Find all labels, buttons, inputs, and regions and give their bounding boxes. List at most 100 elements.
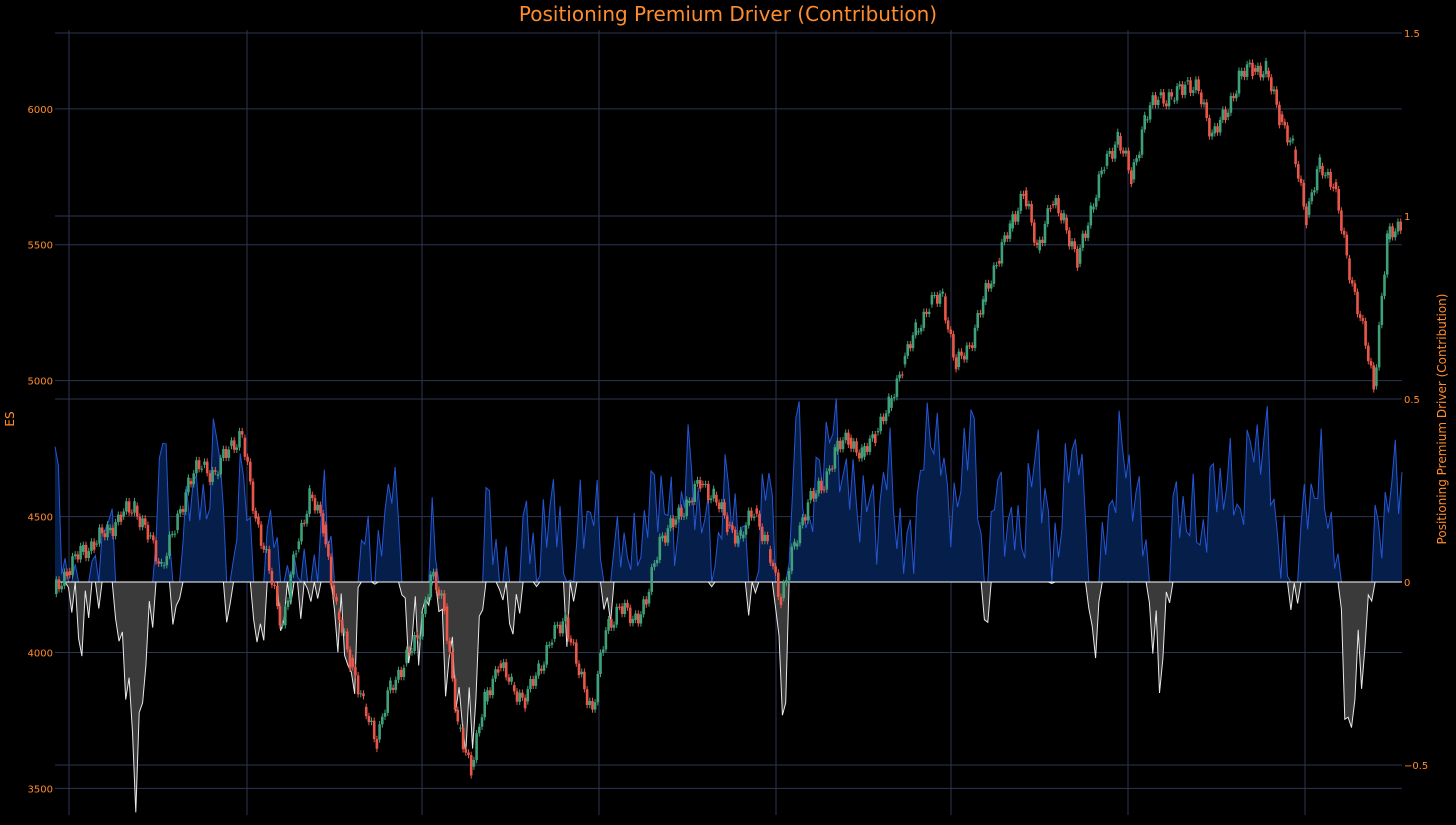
candle-body xyxy=(839,440,842,450)
candle-body xyxy=(930,295,934,305)
candle-body xyxy=(1057,198,1060,214)
candle-body xyxy=(1383,274,1386,296)
candle-body xyxy=(987,283,990,289)
candle-body xyxy=(863,446,866,457)
candle-body xyxy=(1218,119,1222,133)
candle-body xyxy=(1385,233,1389,275)
candle-body xyxy=(857,452,861,459)
candle-body xyxy=(790,546,794,571)
candle-body xyxy=(1340,210,1343,231)
candle-body xyxy=(208,473,212,482)
candle-body xyxy=(575,642,578,664)
candle-body xyxy=(669,518,672,529)
candle-body xyxy=(138,516,142,528)
candle-body xyxy=(254,510,257,519)
candle-body xyxy=(472,760,476,767)
candle-body xyxy=(399,669,403,677)
candle-body xyxy=(615,606,618,625)
candle-body xyxy=(548,644,551,646)
right-axis-label: Positioning Premium Driver (Contribution… xyxy=(1435,294,1449,545)
candle-body xyxy=(381,716,384,725)
candle-body xyxy=(424,599,427,614)
candle-body xyxy=(685,499,688,517)
candle-body xyxy=(515,691,519,702)
candle-body xyxy=(1342,230,1346,235)
candle-body xyxy=(222,449,225,458)
candle-body xyxy=(281,623,284,626)
candle-body xyxy=(1396,221,1400,232)
candle-body xyxy=(742,534,745,539)
candle-body xyxy=(270,570,274,585)
candle-body xyxy=(192,473,195,485)
candle-body xyxy=(316,504,319,511)
candle-body xyxy=(1054,198,1058,206)
candle-body xyxy=(828,468,831,472)
candle-body xyxy=(257,516,260,525)
candle-body xyxy=(125,501,128,512)
candle-body xyxy=(170,534,174,536)
candle-body xyxy=(329,556,333,586)
right-tick-label: 1 xyxy=(1404,212,1410,223)
candle-body xyxy=(286,600,290,607)
candle-body xyxy=(1065,217,1068,231)
candle-body xyxy=(513,685,516,692)
candle-body xyxy=(957,351,961,367)
candle-body xyxy=(895,378,899,398)
candle-body xyxy=(1240,70,1243,77)
candle-body xyxy=(1151,95,1155,106)
candle-body xyxy=(1076,249,1079,268)
candle-body xyxy=(1210,132,1214,137)
candle-body xyxy=(327,544,330,557)
candle-body xyxy=(836,440,839,452)
candle-body xyxy=(847,432,850,445)
candle-body xyxy=(351,657,354,667)
candle-body xyxy=(771,562,775,567)
candle-body xyxy=(1243,70,1246,77)
candle-body xyxy=(698,480,702,489)
candle-body xyxy=(480,717,484,727)
candle-body xyxy=(1391,226,1394,238)
candle-body xyxy=(979,313,982,315)
candle-body xyxy=(704,483,707,485)
candle-body xyxy=(152,535,155,541)
candle-body xyxy=(108,527,112,531)
candle-body xyxy=(100,527,104,534)
candle-body xyxy=(766,535,769,542)
candle-body xyxy=(653,563,656,568)
candle-body xyxy=(1305,206,1308,226)
candle-body xyxy=(580,671,583,675)
candle-body xyxy=(146,524,150,540)
candle-body xyxy=(1388,226,1392,240)
candle-body xyxy=(906,344,909,356)
candle-body xyxy=(459,727,462,729)
candle-body xyxy=(642,599,645,615)
candle-body xyxy=(149,535,152,537)
candle-body xyxy=(1041,239,1044,243)
candle-body xyxy=(79,546,82,560)
candle-body xyxy=(1100,170,1103,175)
candle-body xyxy=(1216,126,1219,133)
candle-body xyxy=(486,690,489,702)
candle-body xyxy=(1051,204,1055,206)
candle-body xyxy=(313,498,317,511)
candle-body xyxy=(389,680,392,691)
candle-body xyxy=(793,541,796,547)
candle-body xyxy=(1181,84,1184,95)
candle-body xyxy=(265,549,268,551)
candle-body xyxy=(755,508,759,514)
candle-body xyxy=(542,664,546,671)
candle-body xyxy=(165,555,169,566)
candle-body xyxy=(332,585,336,597)
candle-body xyxy=(133,501,136,513)
candle-body xyxy=(76,554,80,560)
candle-body xyxy=(898,374,901,379)
candle-body xyxy=(1094,197,1098,207)
candle-body xyxy=(661,535,664,539)
candle-body xyxy=(1006,235,1009,239)
candle-body xyxy=(855,441,858,453)
right-tick-label: 1.5 xyxy=(1404,29,1420,40)
candle-body xyxy=(354,667,357,676)
candle-body xyxy=(879,416,882,432)
candle-body xyxy=(1256,65,1260,72)
candle-body xyxy=(750,510,753,518)
